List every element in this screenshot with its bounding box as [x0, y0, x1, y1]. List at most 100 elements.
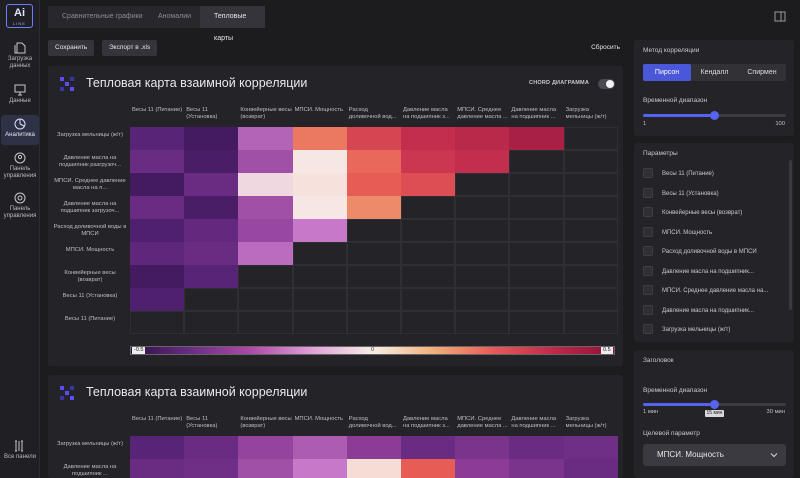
method-spearman[interactable]: Спирмен [747, 69, 777, 76]
heatmap-cell[interactable] [563, 436, 618, 459]
checkbox[interactable] [643, 304, 653, 315]
heatmap-cell[interactable] [346, 150, 401, 173]
heatmap-cell[interactable] [401, 265, 456, 288]
heatmap-cell[interactable] [346, 173, 401, 196]
heatmap-cell[interactable] [238, 288, 293, 311]
tab-heatmaps[interactable]: Тепловые карты [200, 6, 265, 42]
time-range-slider[interactable] [643, 111, 786, 120]
checkbox[interactable] [643, 168, 653, 178]
heatmap-cell[interactable] [509, 311, 564, 334]
heatmap-cell[interactable] [292, 459, 347, 478]
heatmap-cell[interactable] [455, 459, 510, 478]
heatmap-cell[interactable] [292, 127, 347, 150]
heatmap-cell[interactable] [455, 265, 510, 288]
heatmap-cell[interactable] [292, 219, 347, 242]
heatmap-cell[interactable] [130, 265, 185, 288]
collapse-panel-icon[interactable] [774, 11, 786, 22]
param-checkbox-item[interactable]: Давление масла на подшипник... [643, 304, 783, 317]
heatmap-cell[interactable] [292, 311, 347, 334]
heatmap-cell[interactable] [130, 311, 185, 334]
heatmap-cell[interactable] [184, 436, 239, 459]
heatmap-cell[interactable] [509, 196, 564, 219]
heatmap-cell[interactable] [184, 288, 239, 311]
nav-item-control-panel-2[interactable]: Панель управления [1, 192, 39, 220]
heatmap-cell[interactable] [401, 173, 456, 196]
heatmap-cell[interactable] [346, 459, 401, 478]
heatmap-cell[interactable] [184, 127, 239, 150]
param-checkbox-item[interactable]: МПСИ. Мощность [643, 226, 783, 239]
heatmap-cell[interactable] [401, 219, 456, 242]
heatmap-cell[interactable] [563, 265, 618, 288]
heatmap-cell[interactable] [292, 288, 347, 311]
heatmap-cell[interactable] [238, 242, 293, 265]
param-checkbox-item[interactable]: МПСИ. Среднее давление масла на... [643, 285, 783, 297]
heatmap-cell[interactable] [130, 219, 185, 242]
heatmap-cell[interactable] [455, 436, 510, 459]
heatmap-cell[interactable] [509, 219, 564, 242]
heatmap-cell[interactable] [563, 311, 618, 334]
heatmap-cell[interactable] [130, 127, 185, 150]
heatmap-cell[interactable] [238, 265, 293, 288]
checkbox[interactable] [643, 226, 653, 237]
heatmap-cell[interactable] [346, 288, 401, 311]
heatmap-cell[interactable] [346, 196, 401, 219]
heatmap-cell[interactable] [238, 196, 293, 219]
checkbox[interactable] [643, 187, 653, 198]
heatmap-cell[interactable] [401, 127, 456, 150]
heatmap-cell[interactable] [184, 196, 239, 219]
heatmap-cell[interactable] [563, 219, 618, 242]
heatmap-cell[interactable] [346, 436, 401, 459]
reset-button[interactable]: Сбросить [591, 44, 620, 51]
nav-item-data[interactable]: Данные [1, 84, 39, 105]
heatmap-cell[interactable] [509, 265, 564, 288]
heatmap-cell[interactable] [292, 242, 347, 265]
heatmap-cell[interactable] [292, 173, 347, 196]
heatmap-cell[interactable] [509, 459, 564, 478]
param-checkbox-item[interactable]: Загрузка мельницы (ж/т) [643, 324, 783, 336]
heatmap-cell[interactable] [184, 173, 239, 196]
time-range-slider-2[interactable] [643, 400, 786, 409]
heatmap-cell[interactable] [401, 459, 456, 478]
heatmap-cell[interactable] [509, 288, 564, 311]
checkbox[interactable] [643, 246, 653, 256]
heatmap-cell[interactable] [401, 150, 456, 173]
heatmap-cell[interactable] [455, 196, 510, 219]
param-checkbox-item[interactable]: Давление масла на подшипник... [643, 265, 783, 278]
heatmap-cell[interactable] [563, 127, 618, 150]
checkbox[interactable] [643, 207, 653, 217]
slider-knob[interactable] [710, 111, 719, 120]
heatmap-cell[interactable] [238, 459, 293, 478]
heatmap-cell[interactable] [130, 196, 185, 219]
nav-item-control-panel-1[interactable]: Панель управления [1, 152, 39, 180]
heatmap-cell[interactable] [509, 173, 564, 196]
heatmap-cell[interactable] [238, 311, 293, 334]
heatmap-cell[interactable] [401, 311, 456, 334]
heatmap-cell[interactable] [238, 436, 293, 459]
heatmap-cell[interactable] [563, 459, 618, 478]
heatmap-cell[interactable] [238, 150, 293, 173]
heatmap-cell[interactable] [130, 242, 185, 265]
export-xls-button[interactable]: Экспорт в .xls [102, 40, 158, 56]
heatmap-cell[interactable] [292, 265, 347, 288]
checkbox[interactable] [643, 285, 653, 295]
slider-knob[interactable] [710, 400, 719, 409]
heatmap-cell[interactable] [346, 219, 401, 242]
checkbox[interactable] [643, 324, 653, 334]
tab-comparative-charts[interactable]: Сравнительные графики [48, 6, 144, 28]
heatmap-cell[interactable] [455, 288, 510, 311]
heatmap-cell[interactable] [401, 436, 456, 459]
heatmap-cell[interactable] [563, 288, 618, 311]
heatmap-cell[interactable] [563, 173, 618, 196]
param-checkbox-item[interactable]: Весы 11 (Питание) [643, 168, 783, 180]
target-parameter-select[interactable]: МПСИ. Мощность [643, 444, 786, 466]
heatmap-cell[interactable] [184, 459, 239, 478]
heatmap-cell[interactable] [509, 436, 564, 459]
param-checkbox-item[interactable]: Конвейерные весы (возврат) [643, 207, 783, 219]
heatmap-cell[interactable] [292, 196, 347, 219]
heatmap-cell[interactable] [401, 288, 456, 311]
heatmap-cell[interactable] [455, 311, 510, 334]
heatmap-cell[interactable] [292, 436, 347, 459]
heatmap-cell[interactable] [455, 173, 510, 196]
heatmap-cell[interactable] [455, 150, 510, 173]
app-logo[interactable]: Ai LINE [6, 4, 33, 28]
